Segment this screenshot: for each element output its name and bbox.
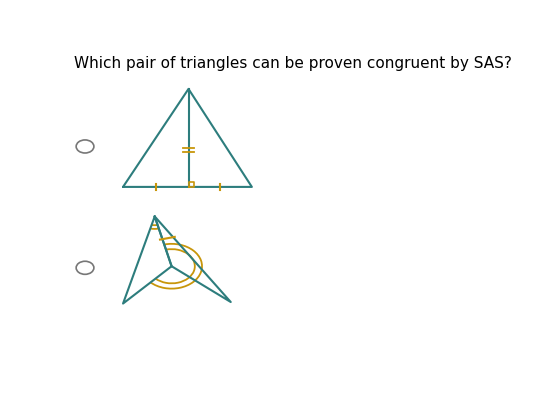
Text: Which pair of triangles can be proven congruent by SAS?: Which pair of triangles can be proven co… — [75, 56, 512, 71]
